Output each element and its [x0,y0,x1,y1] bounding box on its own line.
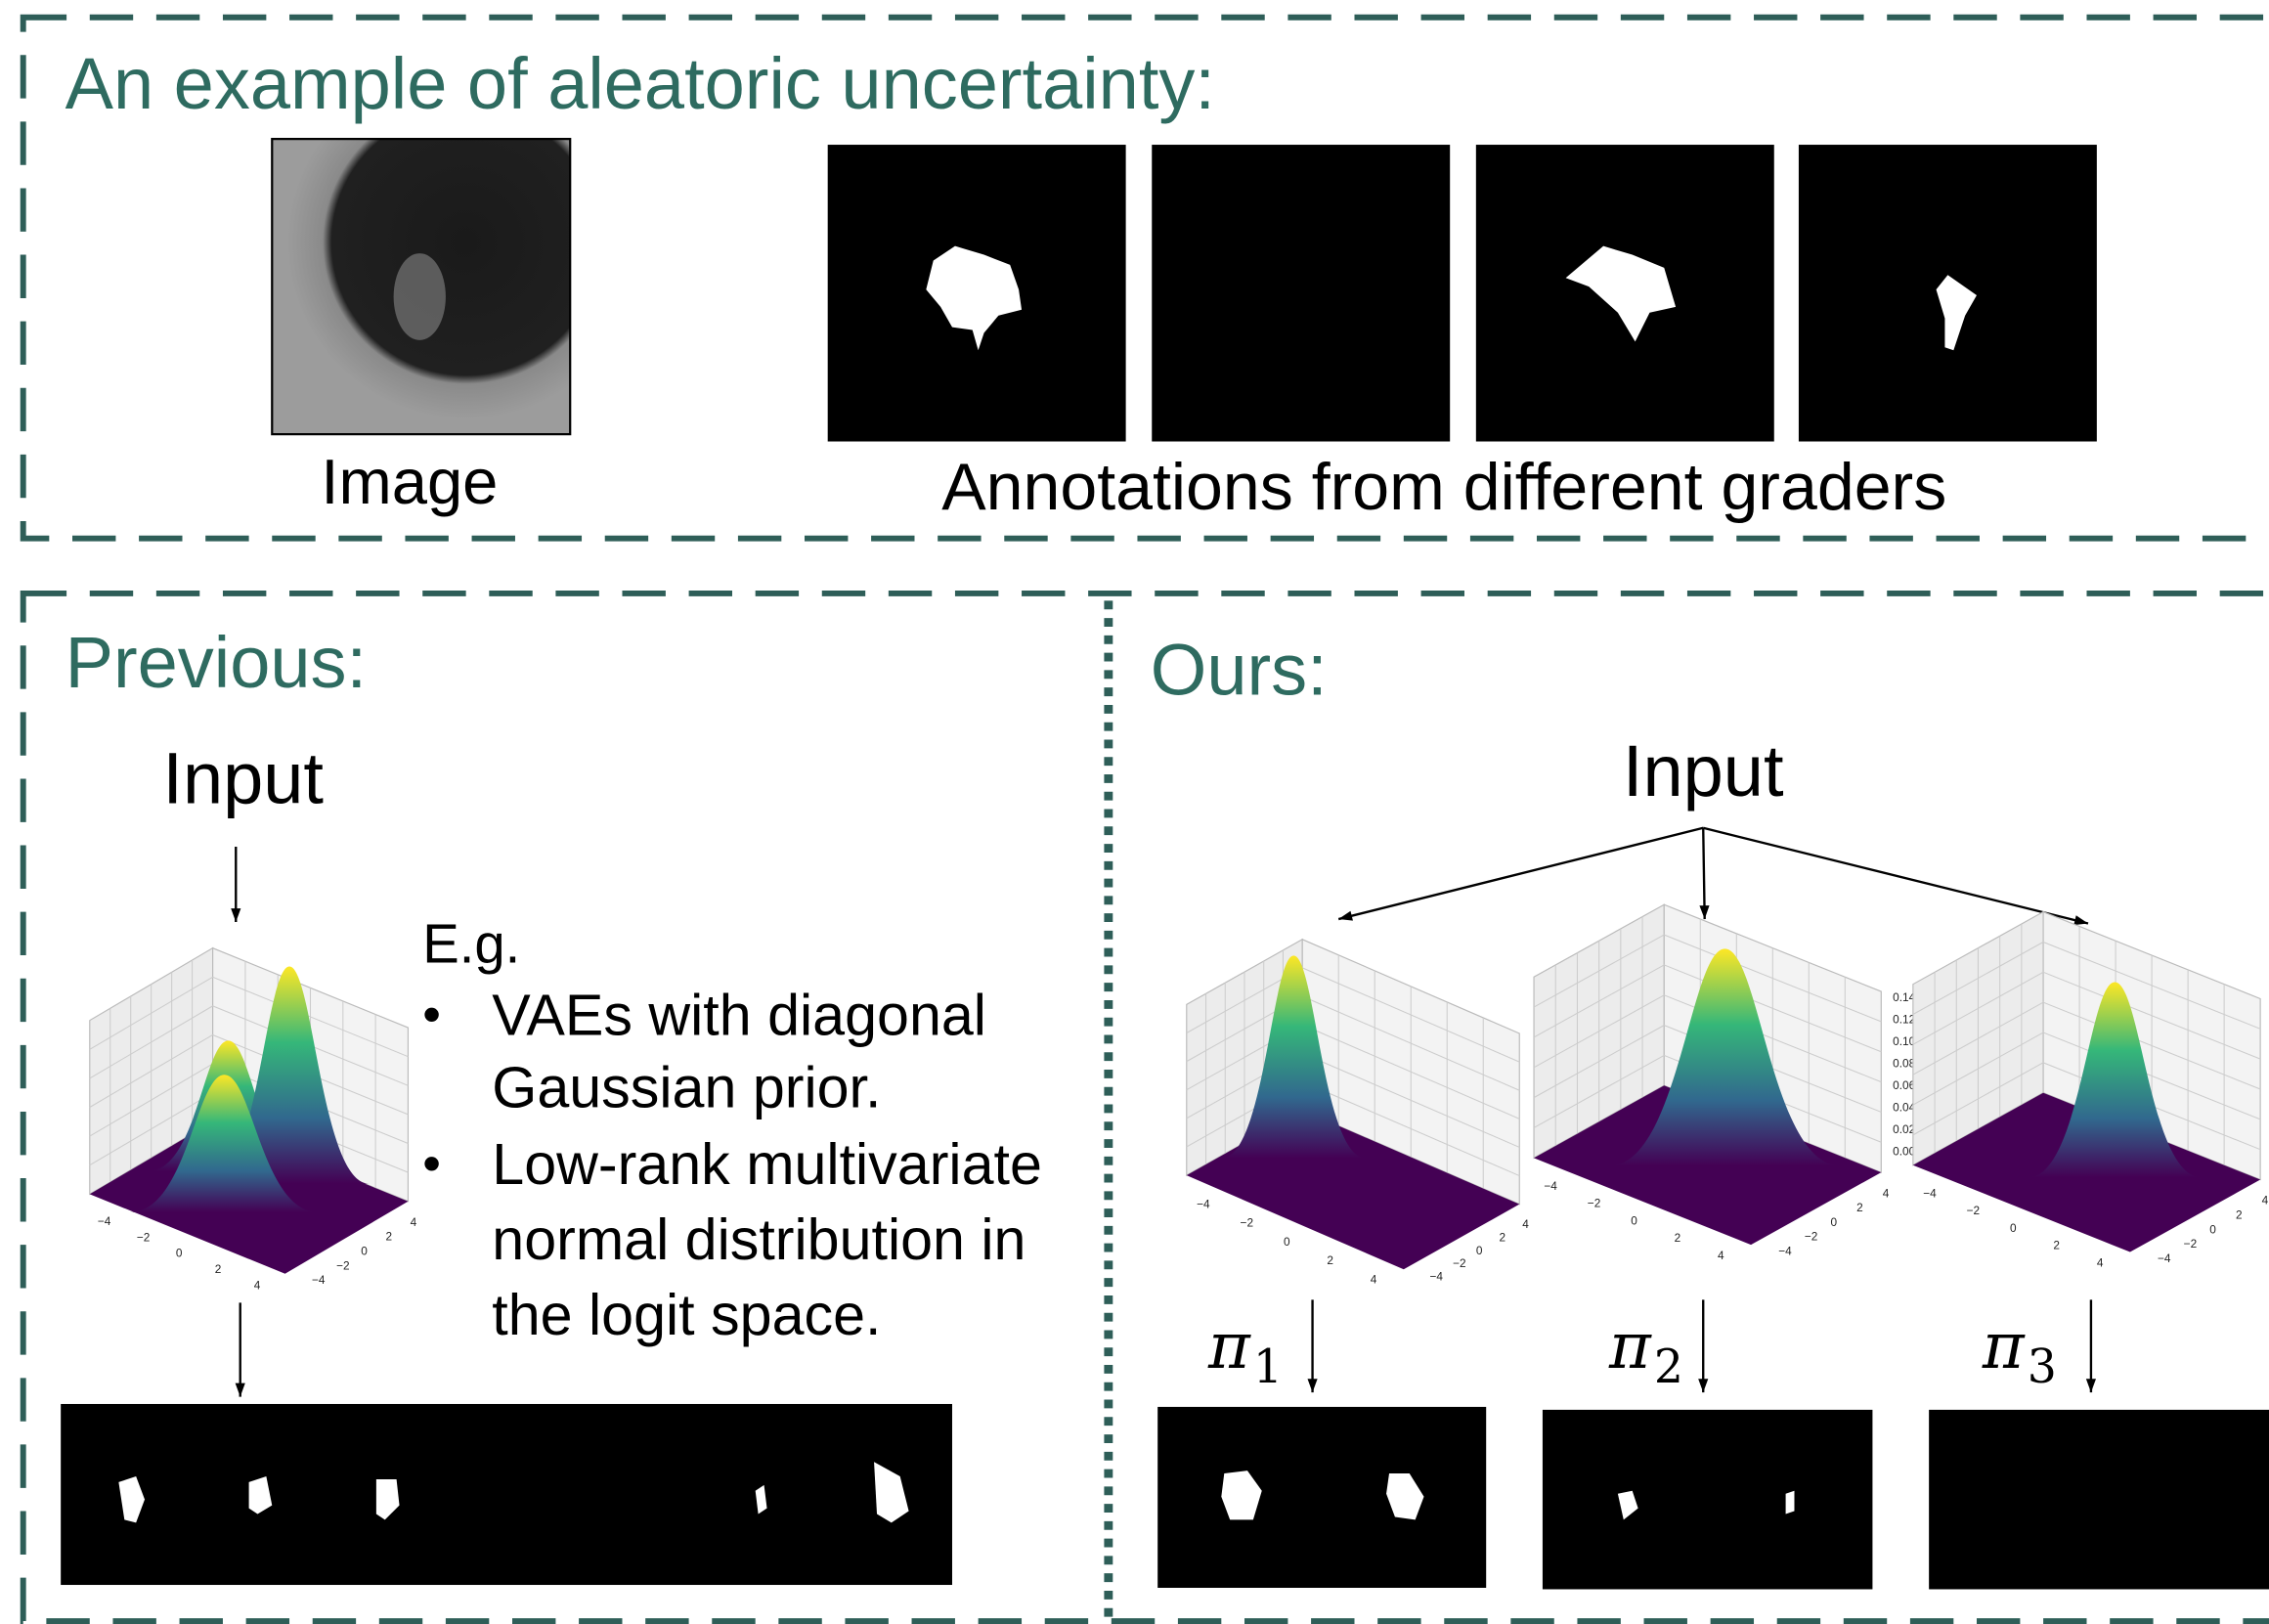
branch-labels: π 1 π 2 π 3 [1207,1310,2057,1394]
tick-label: 4 [2097,1255,2104,1269]
arrow-head [236,1383,245,1397]
tick-label: −4 [1544,1179,1557,1193]
bullet-line: Low-rank multivariate [492,1131,1042,1197]
bullet-line: Gaussian prior. [492,1054,881,1119]
tick-label: 4 [1522,1217,1529,1231]
tick-label: 0 [361,1244,368,1257]
tick-label: 4 [1371,1272,1377,1286]
arrow-head [1699,905,1709,919]
bullet: • [422,987,441,1044]
pi-index: 1 [1253,1340,1283,1394]
tick-label: −2 [1453,1256,1465,1270]
pi: π [1207,1310,1251,1383]
annotations-label: Annotations from different graders [941,450,1946,524]
pi-index: 2 [1654,1340,1683,1394]
tick-label: 2 [1856,1201,1863,1214]
samples [1157,1407,1486,1588]
input-label: Input [162,738,324,819]
tick-label: 2 [1675,1231,1681,1245]
samples [1543,1410,1872,1590]
tick-label: 2 [2236,1207,2243,1221]
top-title: An example of aleatoric uncertainty: [65,43,1215,124]
arrow-head [2086,1379,2096,1392]
bullet: • [422,1135,441,1193]
tick-label: 0 [176,1247,183,1260]
tick-label: −4 [1429,1269,1443,1283]
arrow-line [1703,828,1704,919]
tick-label: 0.14 [1893,990,1915,1004]
tick-label: 4 [411,1215,417,1229]
tick-label: 4 [2262,1194,2269,1207]
samples [1929,1410,2269,1590]
tick-label: 4 [1883,1186,1890,1200]
blob [1786,1491,1795,1514]
arrow-head [231,908,240,922]
tick-label: 0.06 [1893,1078,1915,1092]
pi: π [1608,1310,1652,1383]
tick-label: 0 [1284,1235,1290,1249]
tick-label: 0.08 [1893,1056,1915,1070]
tick-label: 4 [254,1278,261,1292]
arrow-line [1338,828,1703,919]
image-label: Image [321,446,498,517]
tick-label: 0.00 [1893,1144,1915,1158]
tick-label: −4 [98,1214,111,1228]
tick-label: 2 [215,1262,222,1276]
tick-label: 0.02 [1893,1122,1915,1136]
tick-label: −4 [1923,1186,1937,1200]
eg-label: E.g. [422,912,520,974]
tick-label: −4 [312,1273,326,1287]
tick-label: −2 [1588,1197,1600,1210]
arrow-head [1307,1379,1317,1392]
samples [61,1404,952,1585]
pi-index: 3 [2028,1340,2057,1394]
tick-label: −4 [1197,1197,1210,1210]
tick-label: −2 [336,1258,349,1272]
bullet-line: VAEs with diagonal [492,982,986,1047]
tick-label: 2 [385,1230,392,1244]
tick-label: −2 [137,1230,150,1244]
bullet-line: normal distribution in [492,1207,1025,1272]
tick-label: 0 [2010,1221,2017,1235]
tick-label: −4 [1778,1244,1792,1257]
tick-label: 4 [1718,1249,1724,1262]
ours-title: Ours: [1151,630,1328,711]
bullet-line: the logit space. [492,1282,881,1347]
tick-label: 0 [1631,1213,1637,1227]
tick-label: 0.10 [1893,1034,1915,1048]
tick-label: −2 [1805,1230,1817,1244]
lesion [394,253,446,340]
tick-label: 0.04 [1893,1100,1915,1114]
figure: An example of aleatoric uncertainty: Ima… [0,0,2269,1624]
tick-label: 2 [1500,1230,1506,1244]
pi: π [1982,1310,2026,1383]
tick-label: −4 [2158,1251,2171,1265]
tick-label: −2 [1967,1204,1980,1217]
arrow-line [1703,828,2088,924]
arrow-head [1698,1379,1708,1392]
tick-label: 2 [1327,1253,1333,1267]
plots: −4 −4 −2 −2 0 0 2 2 4 4 −4 −4 −2 −2 0 0 2 2 4 4 −4 −4 −2 −2 0 0 2 2… [90,904,2269,1292]
arrow-head [2073,915,2088,925]
tick-label: −2 [1241,1216,1253,1230]
mask [1152,145,1450,441]
annotations [828,145,2097,441]
tick-label: 0 [1830,1215,1837,1229]
tick-label: −2 [2184,1237,2197,1251]
tick-label: 0 [1476,1244,1483,1257]
tick-label: 2 [2053,1239,2060,1252]
arrow-head [1338,911,1353,921]
tick-label: 0.12 [1893,1013,1915,1027]
input-label: Input [1623,730,1784,812]
previous-title: Previous: [65,622,367,703]
tick-label: 0 [2209,1222,2216,1236]
